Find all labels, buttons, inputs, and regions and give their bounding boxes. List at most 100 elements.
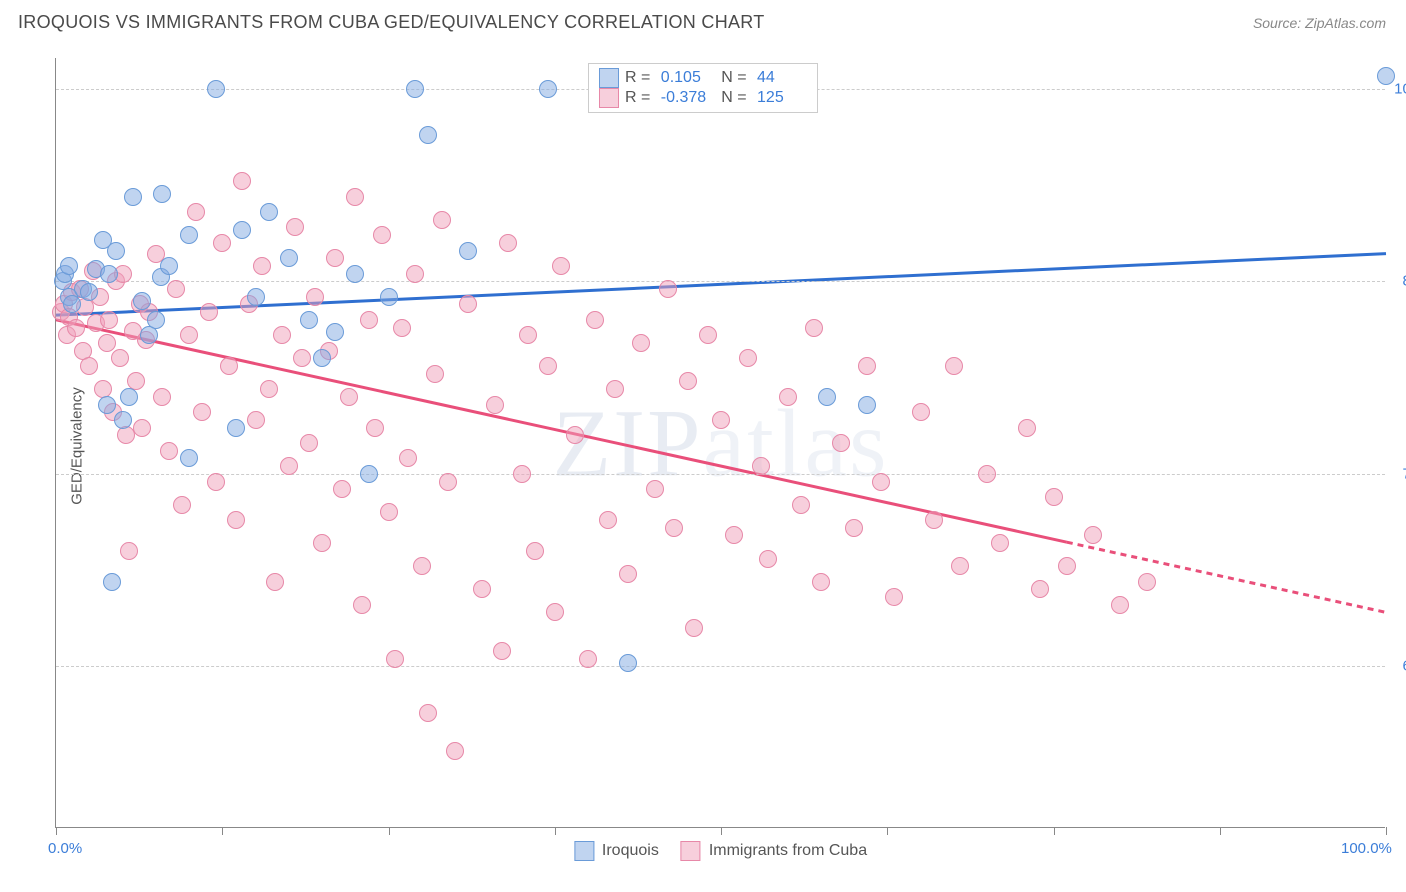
data-point — [419, 704, 437, 722]
data-point — [439, 473, 457, 491]
data-point — [812, 573, 830, 591]
data-point — [619, 654, 637, 672]
data-point — [606, 380, 624, 398]
data-point — [266, 573, 284, 591]
data-point — [133, 292, 151, 310]
data-point — [858, 396, 876, 414]
data-point — [373, 226, 391, 244]
y-tick-label: 62.5% — [1390, 658, 1406, 675]
data-point — [519, 326, 537, 344]
data-point — [340, 388, 358, 406]
data-point — [566, 426, 584, 444]
data-point — [399, 449, 417, 467]
data-point — [300, 434, 318, 452]
gridline — [56, 474, 1385, 475]
y-tick-label: 87.5% — [1390, 273, 1406, 290]
series-legend: Iroquois Immigrants from Cuba — [574, 841, 867, 861]
data-point — [346, 265, 364, 283]
data-point — [133, 419, 151, 437]
data-point — [406, 265, 424, 283]
data-point — [233, 221, 251, 239]
legend-swatch-iroquois — [574, 841, 594, 861]
data-point — [945, 357, 963, 375]
data-point — [247, 288, 265, 306]
data-point — [366, 419, 384, 437]
legend-item-cuba: Immigrants from Cuba — [681, 841, 867, 861]
data-point — [107, 242, 125, 260]
data-point — [818, 388, 836, 406]
data-point — [539, 80, 557, 98]
data-point — [951, 557, 969, 575]
data-point — [646, 480, 664, 498]
data-point — [752, 457, 770, 475]
y-tick-label: 100.0% — [1390, 80, 1406, 97]
data-point — [360, 311, 378, 329]
y-tick-label: 75.0% — [1390, 465, 1406, 482]
data-point — [619, 565, 637, 583]
data-point — [147, 311, 165, 329]
data-point — [1031, 580, 1049, 598]
data-point — [227, 419, 245, 437]
data-point — [413, 557, 431, 575]
data-point — [286, 218, 304, 236]
data-point — [213, 234, 231, 252]
data-point — [685, 619, 703, 637]
data-point — [1045, 488, 1063, 506]
x-tick — [721, 827, 722, 835]
data-point — [393, 319, 411, 337]
data-point — [1058, 557, 1076, 575]
data-point — [326, 249, 344, 267]
data-point — [120, 388, 138, 406]
data-point — [173, 496, 191, 514]
x-tick — [389, 827, 390, 835]
data-point — [114, 411, 132, 429]
data-point — [380, 288, 398, 306]
data-point — [459, 242, 477, 260]
gridline — [56, 666, 1385, 667]
data-point — [912, 403, 930, 421]
data-point — [253, 257, 271, 275]
data-point — [699, 326, 717, 344]
data-point — [187, 203, 205, 221]
data-point — [526, 542, 544, 560]
x-tick-label: 100.0% — [1341, 840, 1392, 857]
data-point — [180, 326, 198, 344]
x-tick — [1220, 827, 1221, 835]
data-point — [858, 357, 876, 375]
data-point — [486, 396, 504, 414]
data-point — [499, 234, 517, 252]
data-point — [360, 465, 378, 483]
data-point — [659, 280, 677, 298]
data-point — [433, 211, 451, 229]
data-point — [273, 326, 291, 344]
data-point — [207, 473, 225, 491]
data-point — [406, 80, 424, 98]
data-point — [845, 519, 863, 537]
data-point — [153, 185, 171, 203]
chart-header: IROQUOIS VS IMMIGRANTS FROM CUBA GED/EQU… — [0, 0, 1406, 41]
legend-label-iroquois: Iroquois — [602, 842, 659, 860]
data-point — [100, 265, 118, 283]
data-point — [459, 295, 477, 313]
x-tick — [555, 827, 556, 835]
chart-title: IROQUOIS VS IMMIGRANTS FROM CUBA GED/EQU… — [18, 12, 765, 33]
data-point — [180, 226, 198, 244]
data-point — [207, 80, 225, 98]
x-tick — [56, 827, 57, 835]
data-point — [140, 326, 158, 344]
data-point — [426, 365, 444, 383]
data-point — [885, 588, 903, 606]
data-point — [546, 603, 564, 621]
data-point — [80, 283, 98, 301]
data-point — [260, 203, 278, 221]
x-tick — [1054, 827, 1055, 835]
data-point — [805, 319, 823, 337]
data-point — [180, 449, 198, 467]
data-point — [632, 334, 650, 352]
data-point — [792, 496, 810, 514]
data-point — [513, 465, 531, 483]
data-point — [220, 357, 238, 375]
data-point — [712, 411, 730, 429]
data-point — [280, 457, 298, 475]
chart-plot-area: ZIPatlas Iroquois Immigrants from Cuba 6… — [55, 58, 1385, 828]
